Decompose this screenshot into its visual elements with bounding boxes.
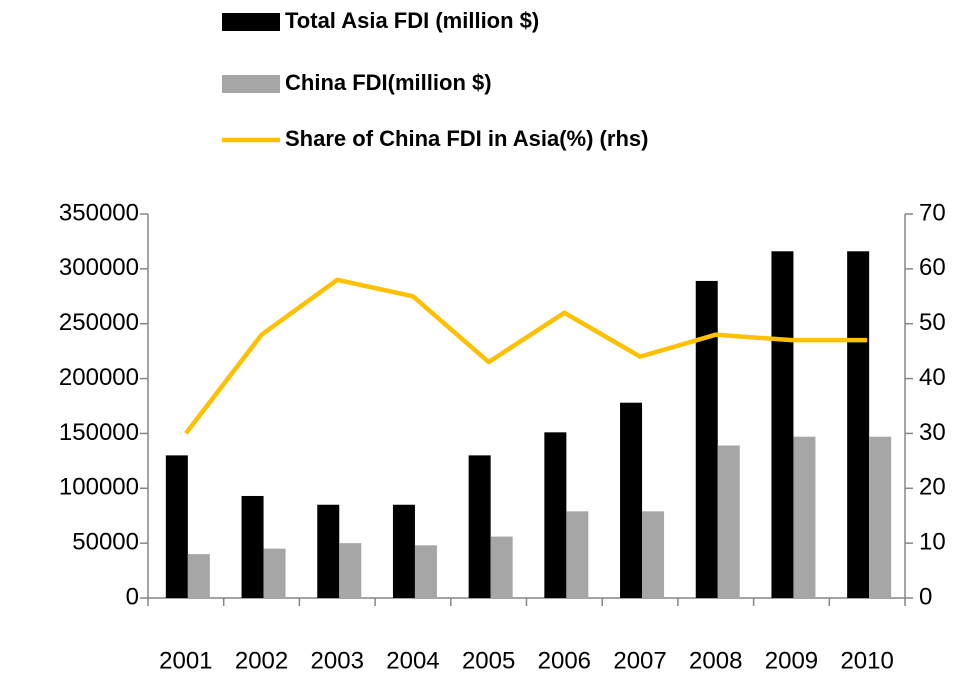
bar xyxy=(187,554,210,598)
bar xyxy=(317,504,340,598)
y-tick-label: 250000 xyxy=(59,309,139,336)
bar xyxy=(566,511,589,598)
legend-label: China FDI(million $) xyxy=(285,70,492,95)
y2-tick-label: 50 xyxy=(919,309,946,336)
x-tick-label: 2009 xyxy=(765,647,818,674)
x-tick-label: 2003 xyxy=(311,647,364,674)
y-tick-label: 150000 xyxy=(59,419,139,446)
y-tick-label: 200000 xyxy=(59,364,139,391)
bar xyxy=(642,511,665,598)
bar xyxy=(847,251,870,598)
bar xyxy=(165,455,188,598)
x-tick-label: 2010 xyxy=(840,647,893,674)
legend-swatch xyxy=(222,13,280,31)
x-tick-label: 2001 xyxy=(159,647,212,674)
x-tick-label: 2007 xyxy=(613,647,666,674)
bar xyxy=(793,436,816,598)
y2-tick-label: 20 xyxy=(919,474,946,501)
y-tick-label: 0 xyxy=(126,583,139,610)
legend-label: Share of China FDI in Asia(%) (rhs) xyxy=(285,126,648,151)
bar xyxy=(620,402,643,598)
y2-tick-label: 30 xyxy=(919,419,946,446)
bar xyxy=(771,251,794,598)
y-tick-label: 100000 xyxy=(59,474,139,501)
y2-tick-label: 60 xyxy=(919,254,946,281)
y-tick-label: 300000 xyxy=(59,254,139,281)
bar xyxy=(241,495,264,598)
legend-swatch xyxy=(222,75,280,93)
bar xyxy=(414,545,437,598)
y2-tick-label: 0 xyxy=(919,583,932,610)
bar xyxy=(490,536,513,598)
y2-tick-label: 40 xyxy=(919,364,946,391)
bar xyxy=(717,445,740,598)
bar xyxy=(869,436,892,598)
bar xyxy=(263,548,286,598)
bar xyxy=(392,504,415,598)
bar xyxy=(339,543,362,598)
y2-tick-label: 10 xyxy=(919,528,946,555)
bar xyxy=(544,432,567,598)
legend-label: Total Asia FDI (million $) xyxy=(285,8,539,33)
x-tick-label: 2004 xyxy=(386,647,439,674)
y-tick-label: 350000 xyxy=(59,199,139,226)
x-tick-label: 2006 xyxy=(538,647,591,674)
bar xyxy=(468,455,491,598)
x-tick-label: 2008 xyxy=(689,647,742,674)
y2-tick-label: 70 xyxy=(919,199,946,226)
bar xyxy=(695,280,718,598)
x-tick-label: 2002 xyxy=(235,647,288,674)
line xyxy=(184,277,868,435)
y-tick-label: 50000 xyxy=(72,528,139,555)
x-tick-label: 2005 xyxy=(462,647,515,674)
